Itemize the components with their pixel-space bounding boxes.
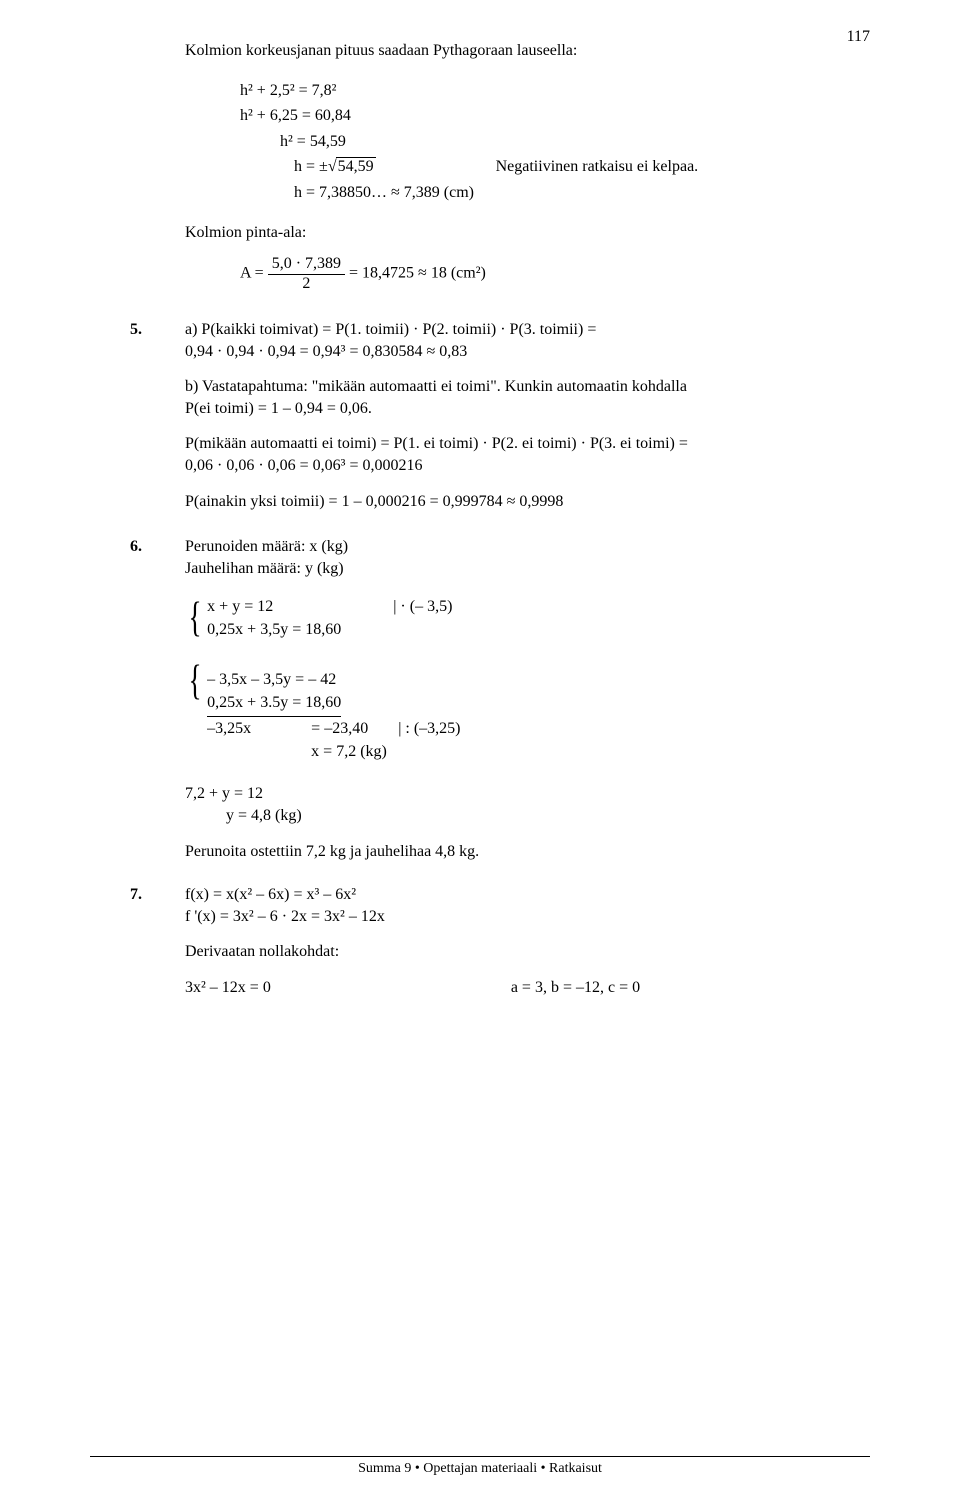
footer-text: Summa 9 • Opettajan materiaali • Ratkais…: [0, 1461, 960, 1477]
x-val: x = 7,2 (kg): [311, 740, 460, 763]
brace-icon-2: {: [189, 664, 202, 698]
area-num: 5,0 · 7,389: [268, 255, 345, 274]
pyth-line-1: h² + 2,5² = 7,8²: [240, 80, 870, 102]
area-label: Kolmion pinta-ala:: [185, 222, 870, 244]
area-lhs: A =: [240, 265, 264, 282]
neg-note: Negatiivinen ratkaisu ei kelpaa.: [496, 158, 699, 175]
q6-intro2: Jauhelihan määrä: y (kg): [185, 558, 870, 580]
q5-b2: P(ei toimi) = 1 – 0,94 = 0,06.: [185, 398, 870, 420]
area-eq: A = 5,0 · 7,389 2 = 18,4725 ≈ 18 (cm²): [240, 255, 870, 293]
page: 117 Kolmion korkeusjanan pituus saadaan …: [0, 0, 960, 1499]
q6-answer: Perunoita ostettiin 7,2 kg ja jauhelihaa…: [185, 841, 870, 863]
system-1: { x + y = 12 | · (– 3,5) 0,25x + 3,5y = 1…: [185, 595, 870, 641]
h-equals: h = ±: [294, 158, 328, 175]
area-rhs: = 18,4725 ≈ 18 (cm²): [349, 265, 486, 282]
q5-row: 5. a) P(kaikki toimivat) = P(1. toimii) …: [130, 319, 870, 512]
pyth-line-2: h² + 6,25 = 60,84: [240, 105, 870, 127]
q6-intro1: Perunoiden määrä: x (kg): [185, 536, 870, 558]
deriv-label: Derivaatan nollakohdat:: [185, 941, 870, 963]
q5-a2: 0,94 · 0,94 · 0,94 = 0,94³ = 0,830584 ≈ …: [185, 341, 870, 363]
q7-fp: f '(x) = 3x² – 6 · 2x = 3x² – 12x: [185, 906, 870, 928]
deriv-eq-r: a = 3, b = –12, c = 0: [511, 979, 640, 996]
sum-eq: = –23,40: [311, 720, 368, 737]
y-eq2: y = 4,8 (kg): [226, 805, 870, 827]
q5-r: P(ainakin yksi toimii) = 1 – 0,000216 = …: [185, 491, 870, 513]
q6-label: 6.: [130, 538, 142, 555]
footer-divider: [90, 1456, 870, 1457]
pyth-line-5: h = 7,38850… ≈ 7,389 (cm): [294, 182, 870, 204]
pyth-line-4: h = ±√54,59Negatiivinen ratkaisu ei kelp…: [294, 156, 870, 178]
sum-note: | : (–3,25): [398, 720, 460, 737]
sys1-l2: 0,25x + 3,5y = 18,60: [207, 618, 452, 641]
q7-row: 7. f(x) = x(x² – 6x) = x³ – 6x² f '(x) =…: [130, 884, 870, 998]
q5-label: 5.: [130, 321, 142, 338]
sys2-l2: 0,25x + 3.5y = 18,60: [207, 691, 341, 717]
intro-text: Kolmion korkeusjanan pituus saadaan Pyth…: [185, 40, 870, 62]
q6-row: 6. Perunoiden määrä: x (kg) Jauhelihan m…: [130, 536, 870, 579]
area-frac: 5,0 · 7,389 2: [268, 255, 345, 293]
q7-f: f(x) = x(x² – 6x) = x³ – 6x²: [185, 884, 870, 906]
q5-a1: a) P(kaikki toimivat) = P(1. toimii) · P…: [185, 319, 870, 341]
q5-p2: 0,06 · 0,06 · 0,06 = 0,06³ = 0,000216: [185, 455, 870, 477]
sys1-l1b: | · (– 3,5): [393, 598, 452, 615]
sys1-l1a: x + y = 12: [207, 598, 273, 615]
system-2: { – 3,5x – 3,5y = – 42 0,25x + 3.5y = 18…: [185, 668, 870, 764]
page-number: 117: [847, 28, 870, 46]
q5-p1: P(mikään automaatti ei toimi) = P(1. ei …: [185, 433, 870, 455]
brace-icon: {: [189, 601, 202, 635]
sum-lhs: –3,25x: [207, 720, 251, 737]
q7-label: 7.: [130, 886, 142, 903]
q5-b1: b) Vastatapahtuma: "mikään automaatti ei…: [185, 376, 870, 398]
main-content: Kolmion korkeusjanan pituus saadaan Pyth…: [130, 40, 870, 999]
y-eq1: 7,2 + y = 12: [185, 783, 870, 805]
pyth-line-3: h² = 54,59: [280, 131, 870, 153]
area-den: 2: [268, 275, 345, 293]
deriv-eq-l: 3x² – 12x = 0: [185, 979, 271, 996]
sqrt-val: 54,59: [336, 157, 376, 175]
sys2-l1: – 3,5x – 3,5y = – 42: [207, 668, 460, 691]
